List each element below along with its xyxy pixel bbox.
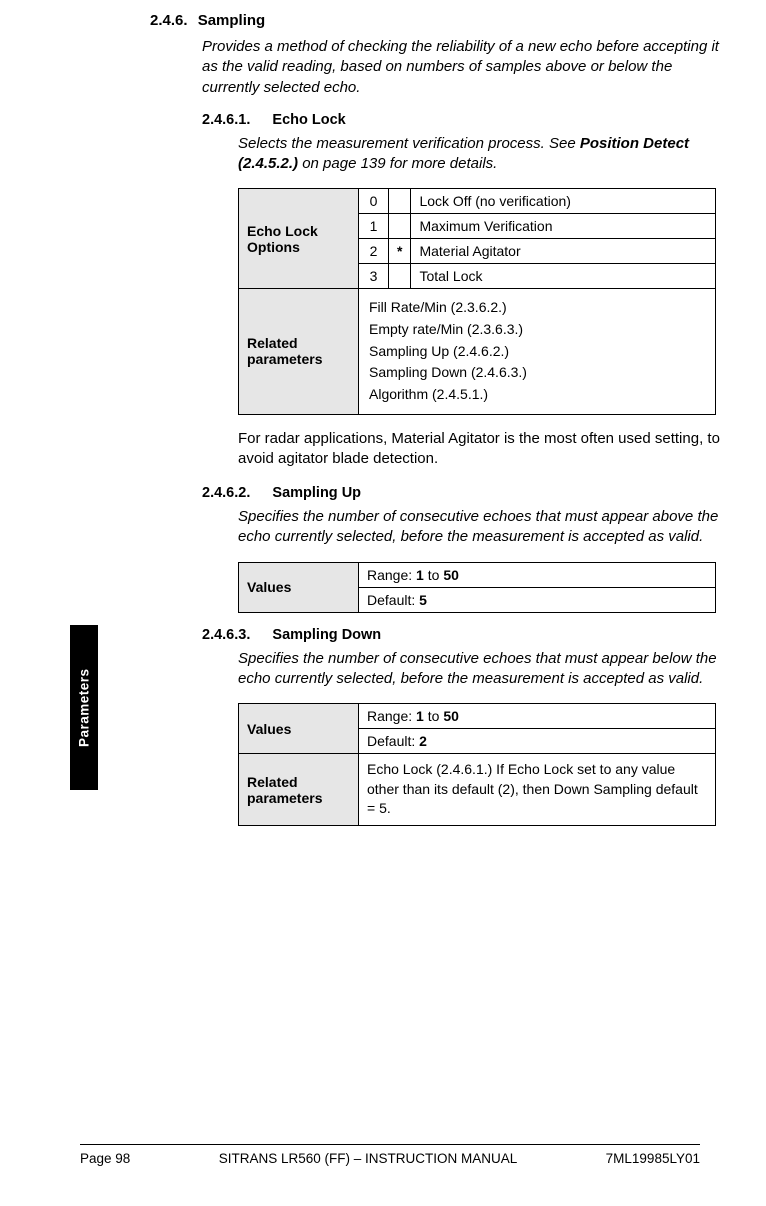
footer-title: SITRANS LR560 (FF) – INSTRUCTION MANUAL: [219, 1151, 518, 1166]
default-label: Default:: [367, 592, 419, 608]
echo-lock-block: 2.4.6.1. Echo Lock Selects the measureme…: [202, 112, 730, 826]
option-code: 0: [359, 189, 389, 214]
option-star: [389, 264, 411, 289]
options-header: Echo Lock Options: [239, 189, 359, 289]
range-to-word: to: [424, 567, 443, 583]
option-code: 3: [359, 264, 389, 289]
sampling-description: Provides a method of checking the reliab…: [202, 37, 730, 98]
related-header: Related parameters: [239, 754, 359, 826]
heading-number: 2.4.6.1.: [202, 112, 250, 128]
range-from: 1: [416, 567, 424, 583]
table-row: Related parameters Echo Lock (2.4.6.1.) …: [239, 754, 716, 826]
range-cell: Range: 1 to 50: [359, 704, 716, 729]
default-value: 2: [419, 733, 427, 749]
option-label: Maximum Verification: [411, 214, 716, 239]
range-to: 50: [443, 708, 459, 724]
heading-title: Sampling Up: [272, 485, 361, 501]
option-star: [389, 214, 411, 239]
option-code: 2: [359, 239, 389, 264]
values-header: Values: [239, 704, 359, 754]
sampling-up-description: Specifies the number of consecutive echo…: [238, 507, 730, 548]
page: Parameters 2.4.6. Sampling Provides a me…: [0, 0, 766, 1206]
heading-title: Sampling Down: [272, 627, 381, 643]
heading-number: 2.4.6.3.: [202, 627, 250, 643]
table-row: Values Range: 1 to 50: [239, 562, 716, 587]
range-from: 1: [416, 708, 424, 724]
option-label: Material Agitator: [411, 239, 716, 264]
table-row: Related parameters Fill Rate/Min (2.3.6.…: [239, 289, 716, 414]
heading-sampling: 2.4.6. Sampling: [150, 12, 730, 29]
side-tab-parameters: Parameters: [70, 625, 98, 790]
echo-lock-description: Selects the measurement verification pro…: [238, 134, 730, 175]
related-item: Sampling Down (2.4.6.3.): [369, 362, 705, 384]
footer-docnum: 7ML19985LY01: [606, 1151, 700, 1166]
table-row: Echo Lock Options 0 Lock Off (no verific…: [239, 189, 716, 214]
range-cell: Range: 1 to 50: [359, 562, 716, 587]
range-label: Range:: [367, 708, 416, 724]
default-label: Default:: [367, 733, 419, 749]
option-code: 1: [359, 214, 389, 239]
sampling-down-table: Values Range: 1 to 50 Default: 2 Related…: [238, 703, 716, 826]
heading-echo-lock: 2.4.6.1. Echo Lock: [202, 112, 730, 128]
heading-title: Sampling: [198, 12, 266, 29]
heading-number: 2.4.6.2.: [202, 485, 250, 501]
related-header: Related parameters: [239, 289, 359, 414]
range-to-word: to: [424, 708, 443, 724]
desc-suffix: on page 139 for more details.: [298, 155, 497, 172]
heading-title: Echo Lock: [272, 112, 345, 128]
option-label: Total Lock: [411, 264, 716, 289]
related-item: Sampling Up (2.4.6.2.): [369, 341, 705, 363]
related-item: Fill Rate/Min (2.3.6.2.): [369, 297, 705, 319]
sampling-up-table: Values Range: 1 to 50 Default: 5: [238, 562, 716, 613]
related-item: Algorithm (2.4.5.1.): [369, 384, 705, 406]
sampling-down-description: Specifies the number of consecutive echo…: [238, 649, 730, 690]
footer-page: Page 98: [80, 1151, 130, 1166]
table-row: Values Range: 1 to 50: [239, 704, 716, 729]
option-star: [389, 189, 411, 214]
option-label: Lock Off (no verification): [411, 189, 716, 214]
page-footer: Page 98 SITRANS LR560 (FF) – INSTRUCTION…: [80, 1144, 700, 1166]
values-header: Values: [239, 562, 359, 612]
content-area: 2.4.6. Sampling Provides a method of che…: [150, 12, 730, 840]
related-text: Echo Lock (2.4.6.1.) If Echo Lock set to…: [359, 754, 716, 826]
related-parameters-cell: Fill Rate/Min (2.3.6.2.) Empty rate/Min …: [359, 289, 716, 414]
echo-lock-note: For radar applications, Material Agitato…: [238, 429, 730, 470]
echo-lock-table: Echo Lock Options 0 Lock Off (no verific…: [238, 188, 716, 414]
range-to: 50: [443, 567, 459, 583]
desc-prefix: Selects the measurement verification pro…: [238, 135, 580, 152]
heading-number: 2.4.6.: [150, 12, 188, 29]
heading-sampling-down: 2.4.6.3. Sampling Down: [202, 627, 730, 643]
heading-sampling-up: 2.4.6.2. Sampling Up: [202, 485, 730, 501]
range-label: Range:: [367, 567, 416, 583]
option-star: *: [389, 239, 411, 264]
default-cell: Default: 5: [359, 587, 716, 612]
default-value: 5: [419, 592, 427, 608]
default-cell: Default: 2: [359, 729, 716, 754]
related-item: Empty rate/Min (2.3.6.3.): [369, 319, 705, 341]
